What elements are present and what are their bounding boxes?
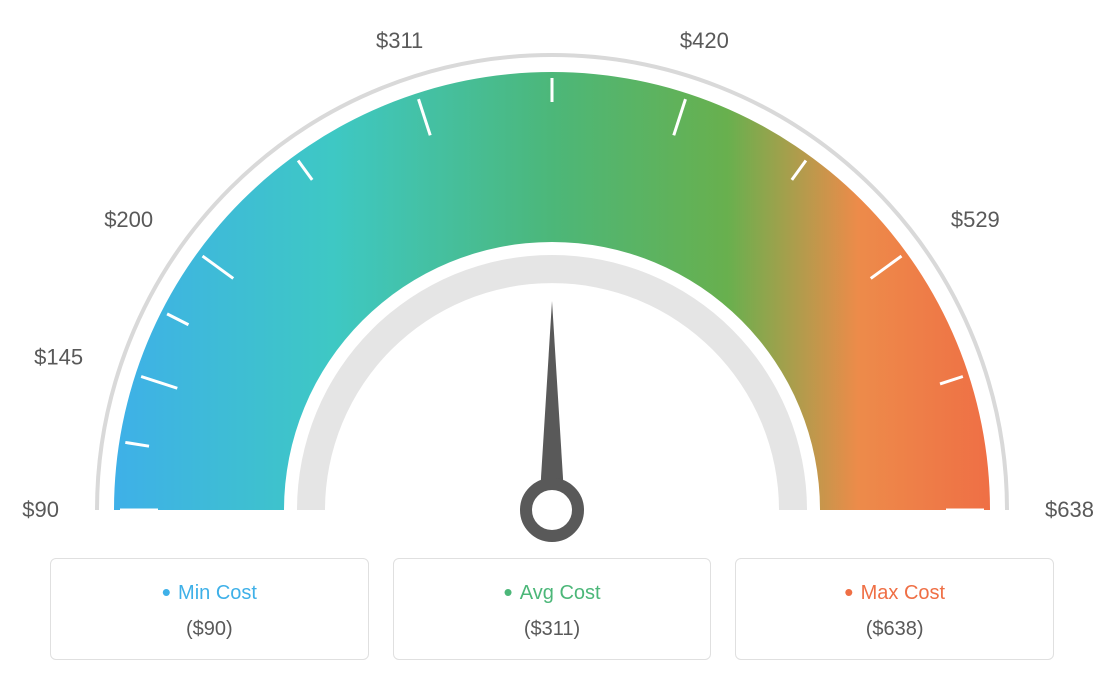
- legend-item-max: Max Cost ($638): [735, 558, 1054, 660]
- legend-value-max: ($638): [746, 618, 1043, 641]
- gauge-tick-label: $420: [680, 28, 729, 53]
- legend-label-min: Min Cost: [61, 577, 358, 608]
- gauge-needle-hub: [526, 484, 578, 536]
- legend: Min Cost ($90) Avg Cost ($311) Max Cost …: [50, 558, 1054, 660]
- gauge-tick-label: $145: [34, 345, 83, 370]
- gauge-tick-label: $90: [22, 497, 59, 522]
- legend-value-min: ($90): [61, 618, 358, 641]
- legend-item-avg: Avg Cost ($311): [393, 558, 712, 660]
- gauge-chart: $90 $145 $200 $311 $420 $529 $638: [0, 0, 1104, 560]
- gauge-tick-label: $529: [951, 207, 1000, 232]
- legend-value-avg: ($311): [404, 618, 701, 641]
- legend-item-min: Min Cost ($90): [50, 558, 369, 660]
- legend-label-max: Max Cost: [746, 577, 1043, 608]
- gauge-tick-label: $200: [104, 207, 153, 232]
- gauge-tick-label: $311: [376, 28, 423, 53]
- legend-label-avg: Avg Cost: [404, 577, 701, 608]
- gauge-tick-label: $638: [1045, 497, 1094, 522]
